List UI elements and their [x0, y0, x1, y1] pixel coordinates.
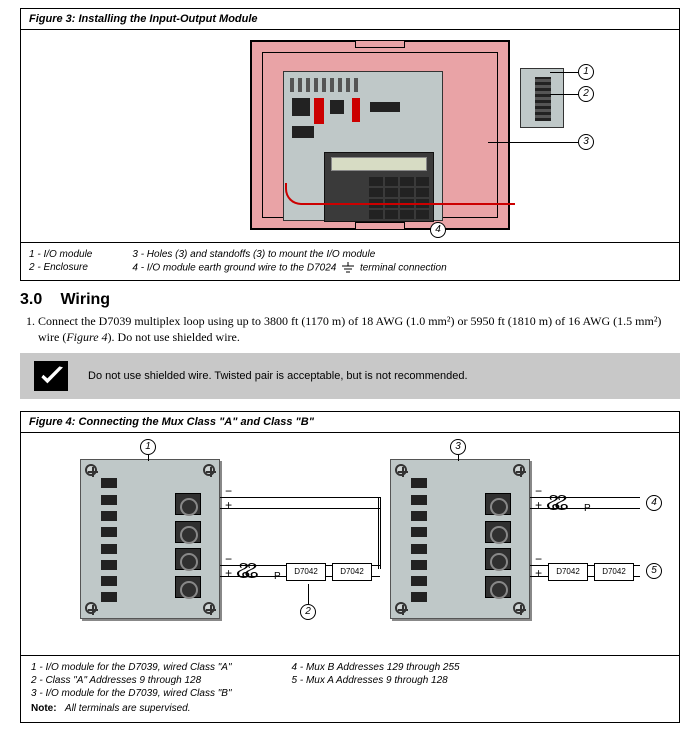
- polarity-a1: −+: [225, 485, 232, 513]
- p-label-a: P: [274, 571, 281, 582]
- figure-3-body: 1 2 3 4: [21, 30, 679, 242]
- figure-4-title: Figure 4: Connecting the Mux Class "A" a…: [21, 412, 679, 433]
- callout-1: 1: [578, 64, 594, 80]
- checkmark-icon: [34, 361, 68, 391]
- section-heading: 3.0 Wiring: [20, 291, 680, 309]
- f4-legend-3: 3 - I/O module for the D7039, wired Clas…: [31, 688, 232, 699]
- io-module: [520, 68, 564, 128]
- callout-3: 3: [578, 134, 594, 150]
- figure-4-note: Note: All terminals are supervised.: [31, 703, 669, 714]
- figure-3-diagram: 1 2 3 4: [130, 36, 570, 236]
- f4-legend-4: 4 - Mux B Addresses 129 through 255: [292, 662, 460, 673]
- device-a1: D7042: [286, 563, 326, 581]
- figure-3-title: Figure 3: Installing the Input-Output Mo…: [21, 9, 679, 30]
- device-a2: D7042: [332, 563, 372, 581]
- f4-legend-2: 2 - Class "A" Addresses 9 through 128: [31, 675, 232, 686]
- f4-callout-1: 1: [140, 439, 156, 455]
- lcd-display: [331, 157, 427, 171]
- section-number: 3.0: [20, 291, 56, 309]
- figure-4-legend: 1 - I/O module for the D7039, wired Clas…: [21, 655, 679, 722]
- legend-3: 3 - Holes (3) and standoffs (3) to mount…: [132, 249, 446, 260]
- p-label-b: P: [584, 503, 591, 514]
- twist-a: ଌଌ: [236, 558, 253, 585]
- f4-legend-1: 1 - I/O module for the D7039, wired Clas…: [31, 662, 232, 673]
- legend-1: 1 - I/O module: [29, 249, 92, 260]
- twist-b: ଌଌ: [546, 490, 563, 517]
- f4-callout-5: 5: [646, 563, 662, 579]
- note-text: Do not use shielded wire. Twisted pair i…: [88, 370, 468, 382]
- polarity-b2: −+: [535, 553, 542, 581]
- f4-legend-5: 5 - Mux A Addresses 9 through 128: [292, 675, 460, 686]
- enclosure: 1 2 3: [250, 40, 510, 230]
- ground-icon: [341, 262, 355, 274]
- callout-2: 2: [578, 86, 594, 102]
- legend-4: 4 - I/O module earth ground wire to the …: [132, 262, 446, 274]
- figure-4: Figure 4: Connecting the Mux Class "A" a…: [20, 411, 680, 723]
- polarity-a2: −+: [225, 553, 232, 581]
- module-class-b: [390, 459, 530, 619]
- steps-list: Connect the D7039 multiplex loop using u…: [38, 313, 680, 345]
- figure-4-body: −+ −+ ଌଌ P D7042 D7042 −+ −+ ଌଌ P D7042 …: [21, 433, 679, 655]
- device-b1: D7042: [548, 563, 588, 581]
- module-class-a: [80, 459, 220, 619]
- note-box: Do not use shielded wire. Twisted pair i…: [20, 353, 680, 399]
- f4-callout-2: 2: [300, 604, 316, 620]
- legend-2: 2 - Enclosure: [29, 262, 92, 273]
- f4-callout-3: 3: [450, 439, 466, 455]
- polarity-b1: −+: [535, 485, 542, 513]
- wire-a-top: [220, 497, 380, 509]
- enclosure-inner: [262, 52, 498, 218]
- figure-3: Figure 3: Installing the Input-Output Mo…: [20, 8, 680, 281]
- step-1: Connect the D7039 multiplex loop using u…: [38, 313, 680, 345]
- section-title: Wiring: [60, 291, 110, 308]
- callout-4: 4: [430, 222, 446, 238]
- wire-bundle: [285, 183, 515, 205]
- f4-callout-4: 4: [646, 495, 662, 511]
- figure-4-diagram: −+ −+ ଌଌ P D7042 D7042 −+ −+ ଌଌ P D7042 …: [50, 439, 650, 649]
- device-b2: D7042: [594, 563, 634, 581]
- figure-3-legend: 1 - I/O module 2 - Enclosure 3 - Holes (…: [21, 242, 679, 280]
